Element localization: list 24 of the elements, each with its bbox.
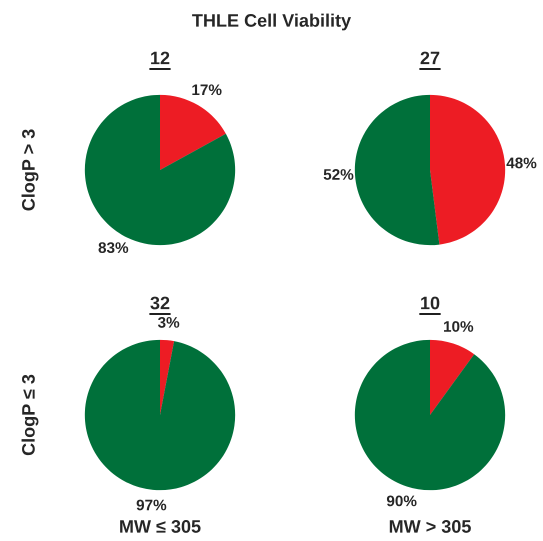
text: ClogP > 3 (22, 129, 38, 210)
text: THLE Cell Viability (192, 14, 352, 30)
pie-slice (354, 340, 506, 490)
pie-slice (430, 340, 474, 415)
chart-title: 32 (150, 296, 170, 310)
data-label: 17% (192, 84, 222, 96)
text: MW > 305 (390, 520, 471, 533)
data-label: 90% (386, 495, 417, 506)
text: MW ≤ 305 (120, 520, 201, 533)
pie-slice (84, 340, 236, 490)
pie-slice (160, 94, 226, 170)
pie-slice (160, 340, 174, 415)
text: ClogP ≤ 3 (22, 374, 38, 456)
data-label: 48% (506, 158, 536, 168)
pie-slice (430, 94, 506, 245)
chart-title: 10 (421, 296, 440, 310)
chart-title: 12 (151, 52, 170, 64)
data-label: 3% (158, 316, 180, 328)
data-label: 52% (324, 169, 354, 180)
chart-title: 27 (420, 52, 440, 64)
data-label: 97% (136, 500, 166, 510)
pie-slice (354, 94, 440, 246)
data-label: 10% (444, 321, 474, 332)
data-label: 83% (98, 242, 128, 254)
